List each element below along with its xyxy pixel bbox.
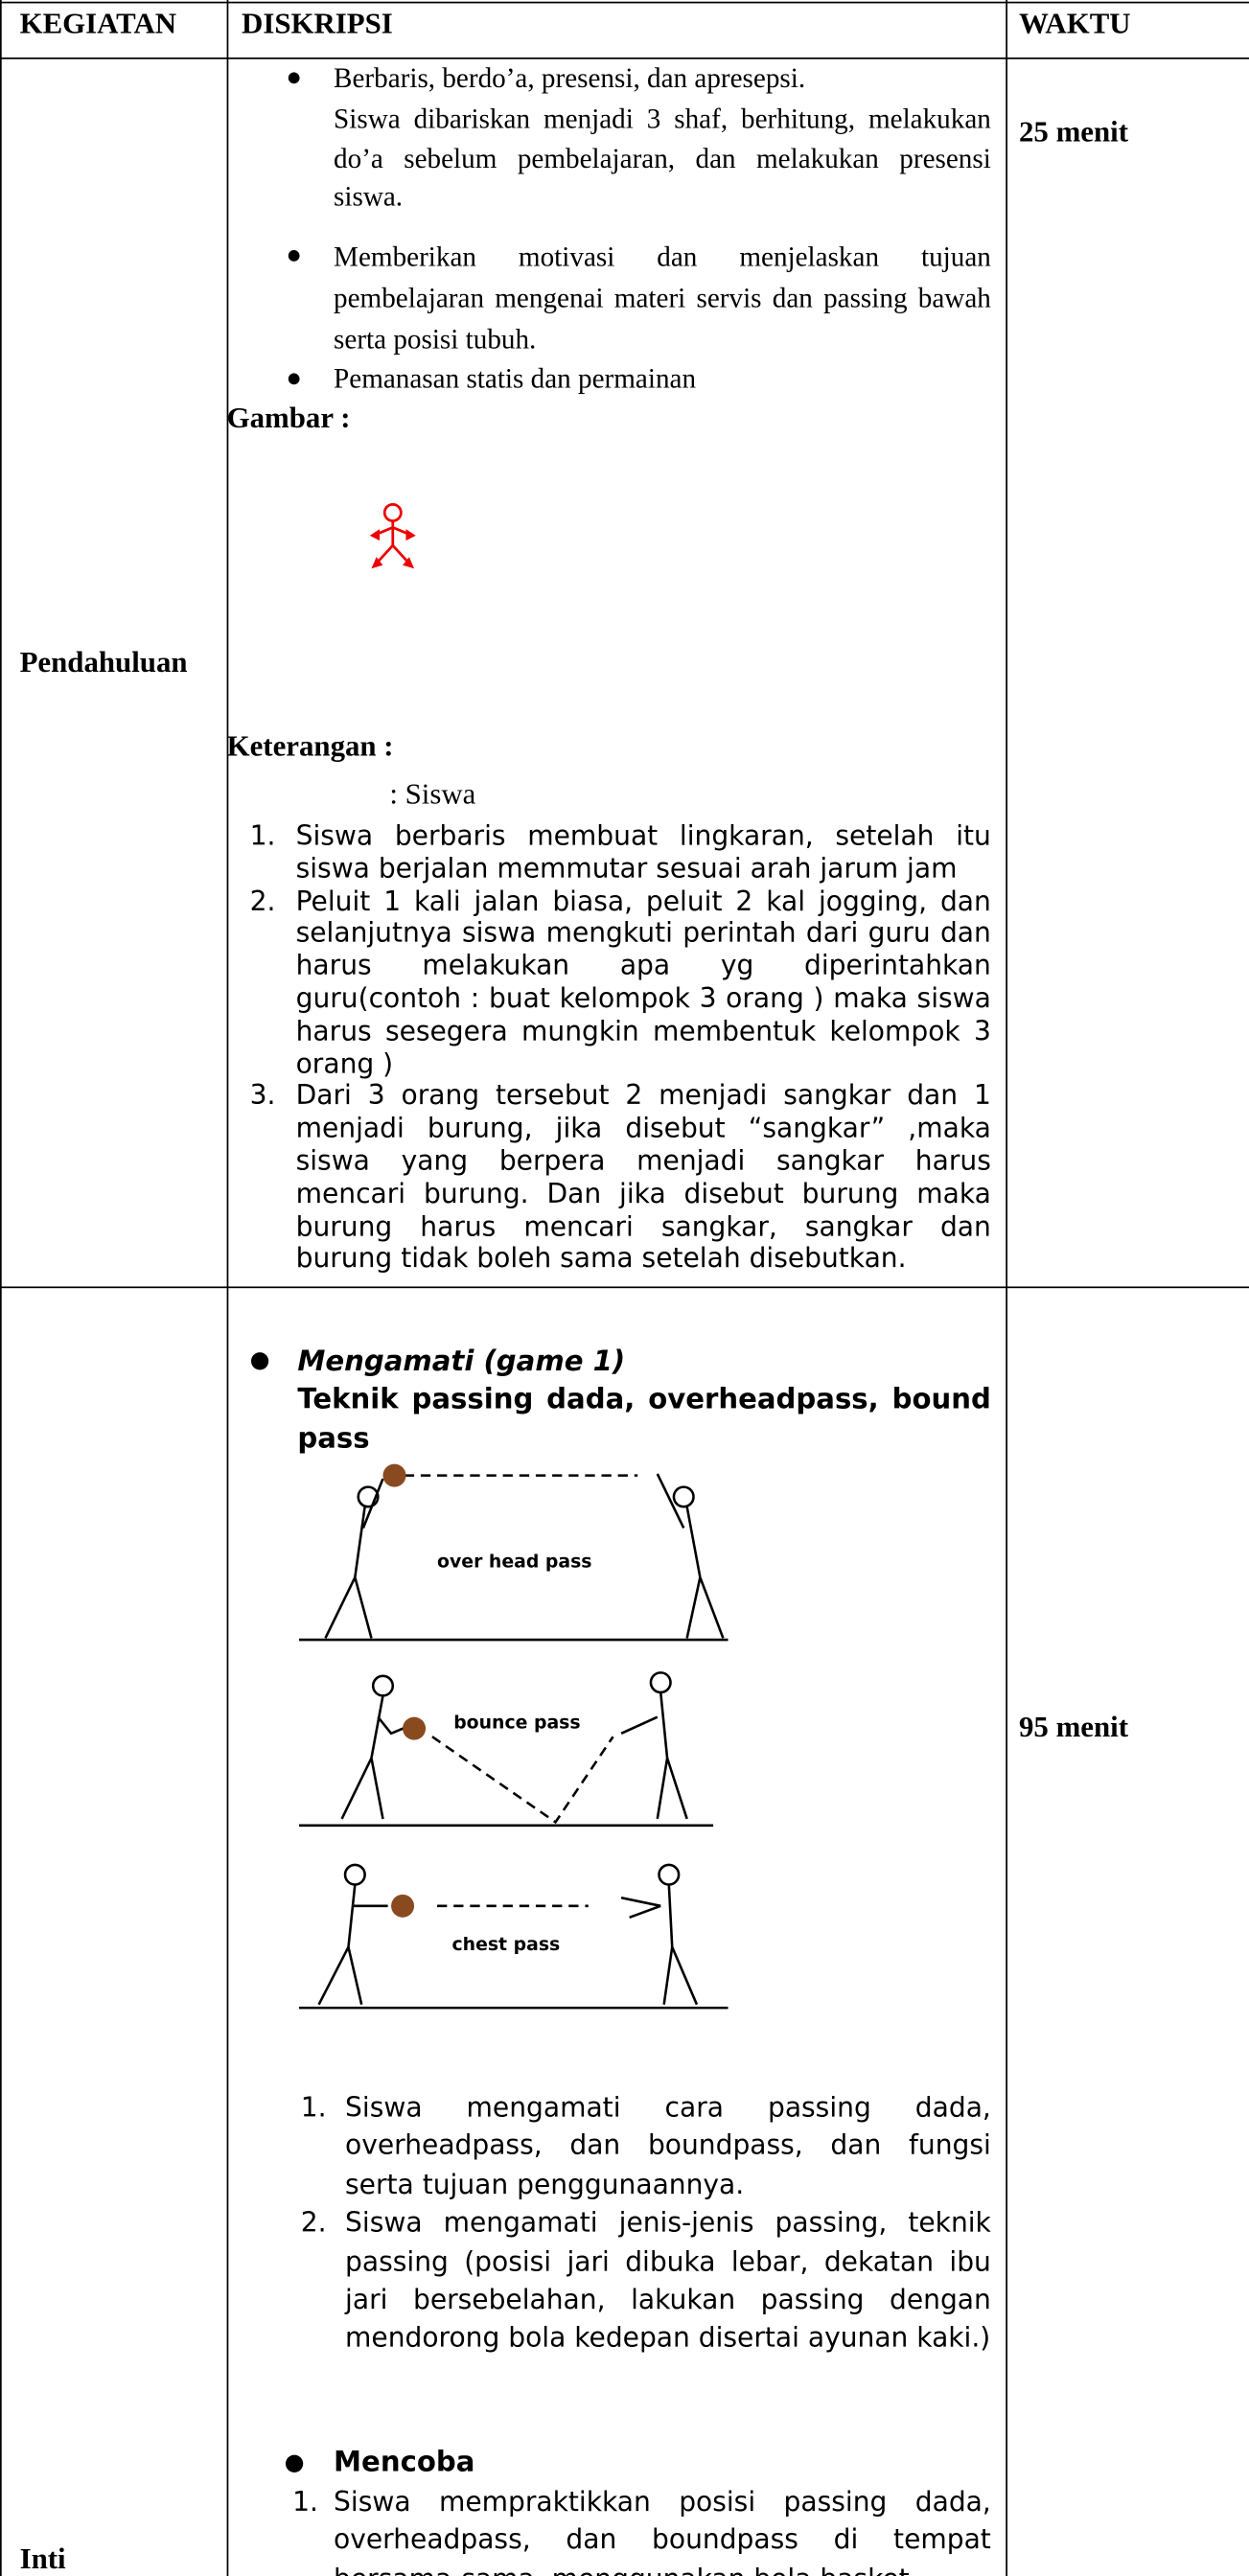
bullet-title: Berbaris, berdo’a, presensi, dan apresep… [334, 62, 806, 94]
item-text: Siswa mengamati cara passing dada, overh… [345, 2091, 991, 2200]
figure-caption: over head pass [437, 1552, 591, 1573]
bullet-title: Memberikan motivasi dan menjelaskan tuju… [334, 242, 991, 356]
table-border [226, 0, 229, 2576]
step-list: 1. Siswa mengamati cara passing dada, ove… [301, 2088, 991, 2358]
bullet: ● [286, 63, 302, 93]
list-item: 1. Siswa mempraktikkan posisi passing dad… [292, 2483, 991, 2576]
section-subheading: Teknik passing dada, overheadpass, bound… [297, 1383, 991, 1456]
activity-name: Inti [19, 2542, 66, 2575]
section-heading: Mengamati (game 1) [297, 1346, 626, 1379]
item-text: Siswa mempraktikkan posisi passing dada,… [334, 2486, 991, 2576]
table-border [0, 0, 2, 2576]
bullet-title: Pemanasan statis dan permainan [334, 362, 697, 395]
duration: 95 menit [1018, 1710, 1129, 1744]
item-text: Siswa berbaris membuat lingkaran, setela… [295, 819, 991, 885]
item-text: Siswa mengamati jenis-jenis passing, tek… [345, 2206, 991, 2354]
header-cell: WAKTU [1018, 6, 1131, 40]
step-list: 1. Siswa berbaris membuat lingkaran, sete… [250, 820, 991, 1276]
table-border [0, 58, 1249, 59]
duration: 25 menit [1018, 115, 1129, 149]
section-heading: Mencoba [334, 2446, 475, 2480]
item-text: Peluit 1 kali jalan biasa, peluit 2 kal … [295, 885, 991, 1079]
item-number: 1. [249, 819, 276, 852]
legend-label: Keterangan : [226, 729, 394, 763]
student-icon [369, 502, 416, 569]
figure-caption: chest pass [451, 1935, 560, 1955]
bullet: ● [286, 242, 302, 270]
item-number: 3. [249, 1080, 276, 1112]
item-text: Dari 3 orang tersebut 2 menjadi sangkar … [295, 1080, 991, 1275]
step-list: 1. Siswa mempraktikkan posisi passing dad… [292, 2483, 991, 2576]
list-item: 1. Siswa mengamati cara passing dada, ove… [301, 2088, 991, 2203]
list-item: 3. Dari 3 orang tersebut 2 menjadi sangka… [250, 1080, 991, 1276]
header-cell: KEGIATAN [19, 6, 177, 40]
activity-name: Pendahuluan [19, 645, 188, 679]
bullet: ● [249, 1346, 270, 1374]
bullet: ● [286, 364, 302, 393]
passing-figure: over head pass bounce pass chest pass [299, 1463, 729, 2010]
bullet: ● [284, 2450, 305, 2476]
figure-label: Gambar : [226, 401, 351, 434]
list-item: 1. Siswa berbaris membuat lingkaran, sete… [250, 820, 991, 886]
legend-entry: : Siswa [389, 776, 476, 811]
item-number: 2. [300, 2206, 327, 2239]
table-border [0, 1286, 1249, 1289]
bullet-detail: Siswa dibariskan menjadi 3 shaf, berhitu… [334, 104, 991, 213]
figure-caption: bounce pass [453, 1714, 580, 1734]
item-number: 2. [249, 885, 276, 916]
item-number: 1. [292, 2486, 318, 2518]
list-item: 2. Peluit 1 kali jalan biasa, peluit 2 ka… [250, 885, 991, 1080]
table-border [1006, 0, 1007, 2576]
item-number: 1. [300, 2091, 327, 2124]
header-cell: DISKRIPSI [242, 6, 393, 40]
list-item: 2. Siswa mengamati jenis-jenis passing, t… [301, 2204, 991, 2358]
table-border [0, 1, 1249, 4]
